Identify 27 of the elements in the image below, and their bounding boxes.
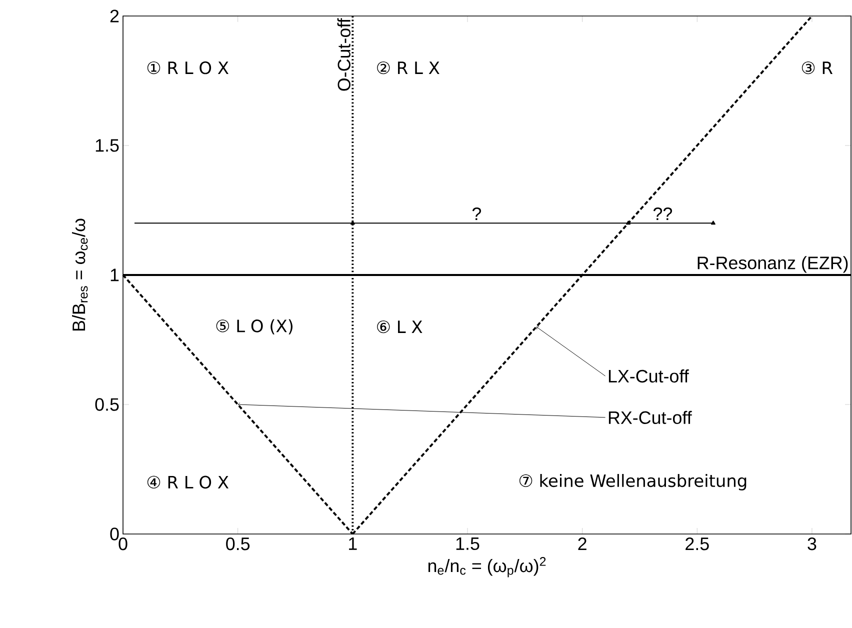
ref-line-label: O-Cut-off [337, 18, 350, 91]
annotation: RX-Cut-off [608, 410, 692, 424]
x-tick-label: 1.5 [456, 537, 480, 550]
annotation: ② R L X [377, 61, 440, 74]
y-tick-label: 0 [110, 528, 119, 540]
x-axis-title: n$_{e}$/n$_{c}$ = (ω$_{p}$/ω)$^{2}$ [428, 557, 546, 578]
x-tick-label: 2 [578, 537, 586, 550]
annotation: ? [472, 207, 481, 220]
x-tick-label: 0.5 [226, 537, 250, 550]
annotation: ⑤ L O (X) [216, 319, 293, 334]
annotation: ③ R [802, 61, 833, 74]
annotation: LX-Cut-off [608, 369, 689, 383]
y-axis-title: B/B$_{res}$ = ω$_{ce}$/ω [72, 218, 88, 331]
annotation: ⑥ L X [377, 320, 422, 334]
x-tick-label: 0 [118, 537, 128, 550]
ref-line-label: R-Resonanz (EZR) [698, 256, 848, 273]
x-tick-label: 3 [808, 537, 816, 550]
annotation: ④ R L O X [147, 476, 228, 489]
x-tick-label: 1 [349, 537, 357, 550]
y-tick-label: 1.5 [96, 139, 119, 152]
y-tick-label: 2 [110, 10, 119, 22]
annotation: ⑦ keine Wellenausbreitung [519, 474, 746, 490]
annotation: ?? [653, 207, 672, 220]
annotation: ① R L O X [147, 61, 228, 74]
y-tick-label: 1 [110, 268, 119, 282]
x-tick-label: 2.5 [686, 537, 709, 550]
y-tick-label: 0.5 [95, 398, 119, 411]
